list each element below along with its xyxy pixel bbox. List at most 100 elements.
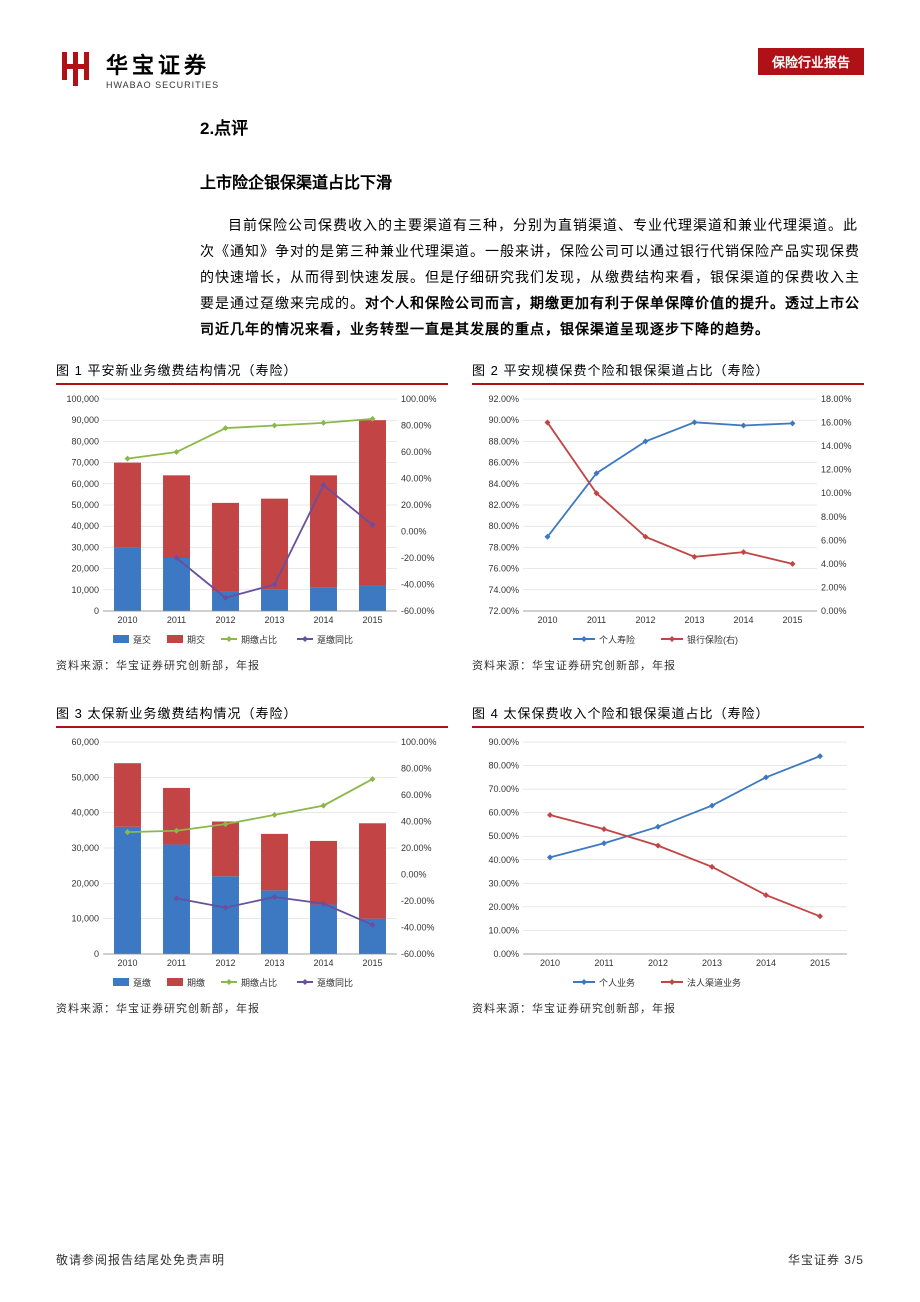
chart3-svg: 010,00020,00030,00040,00050,00060,000-60… (56, 734, 448, 994)
svg-text:4.00%: 4.00% (821, 559, 847, 569)
footer: 敬请参阅报告结尾处免责声明 华宝证券 3/5 (56, 1251, 864, 1268)
svg-text:20.00%: 20.00% (488, 902, 519, 912)
svg-text:-60.00%: -60.00% (401, 606, 435, 616)
svg-text:100.00%: 100.00% (401, 737, 437, 747)
svg-text:20.00%: 20.00% (401, 843, 432, 853)
svg-text:88.00%: 88.00% (488, 437, 519, 447)
svg-text:2015: 2015 (362, 615, 382, 625)
chart1-block: 图 1 平安新业务缴费结构情况（寿险） 010,00020,00030,0004… (56, 360, 448, 673)
chart3-block: 图 3 太保新业务缴费结构情况（寿险） 010,00020,00030,0004… (56, 703, 448, 1016)
chart3-source: 资料来源：华宝证券研究创新部，年报 (56, 1000, 448, 1016)
svg-text:40,000: 40,000 (71, 522, 99, 532)
svg-text:2010: 2010 (117, 615, 137, 625)
svg-text:0: 0 (94, 949, 99, 959)
chart4-source: 资料来源：华宝证券研究创新部，年报 (472, 1000, 864, 1016)
svg-text:60,000: 60,000 (71, 479, 99, 489)
svg-text:60.00%: 60.00% (401, 447, 432, 457)
svg-text:2014: 2014 (313, 958, 333, 968)
svg-text:76.00%: 76.00% (488, 564, 519, 574)
chart1-svg: 010,00020,00030,00040,00050,00060,00070,… (56, 391, 448, 651)
svg-text:80.00%: 80.00% (488, 522, 519, 532)
svg-text:2013: 2013 (264, 958, 284, 968)
svg-text:2013: 2013 (702, 958, 722, 968)
chart4-block: 图 4 太保保费收入个险和银保渠道占比（寿险） 0.00% 10.00% 20.00… (472, 703, 864, 1016)
svg-text:10,000: 10,000 (71, 585, 99, 595)
svg-text:期缴: 期缴 (187, 977, 205, 988)
svg-text:10.00%: 10.00% (821, 489, 852, 499)
logo-text: 华宝证券 HWABAO SECURITIES (106, 48, 219, 90)
logo-en: HWABAO SECURITIES (106, 80, 219, 90)
svg-text:2015: 2015 (782, 615, 802, 625)
pager: 华宝证券 3/5 (788, 1251, 864, 1268)
svg-text:20.00%: 20.00% (401, 500, 432, 510)
svg-text:2011: 2011 (167, 958, 186, 968)
svg-text:90,000: 90,000 (71, 416, 99, 426)
svg-text:期交: 期交 (187, 634, 205, 645)
page: 华宝证券 HWABAO SECURITIES 保险行业报告 2.点评 上市险企银… (0, 0, 920, 1056)
svg-text:-20.00%: -20.00% (401, 553, 435, 563)
svg-text:个人业务: 个人业务 (599, 977, 635, 988)
svg-text:14.00%: 14.00% (821, 442, 852, 452)
svg-text:2010: 2010 (537, 615, 557, 625)
chart4-title: 图 4 太保保费收入个险和银保渠道占比（寿险） (472, 703, 864, 728)
svg-text:100.00%: 100.00% (401, 394, 437, 404)
svg-text:2010: 2010 (117, 958, 137, 968)
svg-text:2014: 2014 (733, 615, 753, 625)
svg-text:2.00%: 2.00% (821, 583, 847, 593)
svg-text:个人寿险: 个人寿险 (599, 634, 635, 645)
svg-text:2013: 2013 (684, 615, 704, 625)
svg-text:2015: 2015 (362, 958, 382, 968)
svg-text:60.00%: 60.00% (488, 808, 519, 818)
svg-text:80,000: 80,000 (71, 437, 99, 447)
chart2-svg: 72.00% 74.00% 76.00% 78.00% 80.00% 82.00% 84.0… (472, 391, 864, 651)
svg-text:50,000: 50,000 (71, 500, 99, 510)
svg-text:74.00%: 74.00% (488, 585, 519, 595)
svg-text:2011: 2011 (594, 958, 613, 968)
svg-text:2012: 2012 (635, 615, 655, 625)
svg-text:2013: 2013 (264, 615, 284, 625)
chart4-svg: 0.00%10.00%20.00%30.00%40.00%50.00%60.00… (472, 734, 864, 994)
report-badge: 保险行业报告 (758, 48, 864, 75)
svg-text:40.00%: 40.00% (488, 855, 519, 865)
svg-text:50,000: 50,000 (71, 773, 99, 783)
chart2-block: 图 2 平安规模保费个险和银保渠道占比（寿险） 72.00%74.00%76.0… (472, 360, 864, 673)
chart3-title: 图 3 太保新业务缴费结构情况（寿险） (56, 703, 448, 728)
svg-text:30,000: 30,000 (71, 543, 99, 553)
svg-text:趸缴: 趸缴 (133, 977, 151, 988)
svg-text:86.00%: 86.00% (488, 458, 519, 468)
svg-text:2011: 2011 (587, 615, 606, 625)
svg-text:法人渠道业务: 法人渠道业务 (687, 977, 741, 988)
svg-text:60.00%: 60.00% (401, 790, 432, 800)
svg-text:0.00%: 0.00% (493, 949, 519, 959)
svg-text:72.00%: 72.00% (488, 606, 519, 616)
svg-text:60,000: 60,000 (71, 737, 99, 747)
logo-cn: 华宝证券 (106, 48, 219, 80)
svg-text:84.00%: 84.00% (488, 479, 519, 489)
svg-text:40,000: 40,000 (71, 808, 99, 818)
body-paragraph: 目前保险公司保费收入的主要渠道有三种，分别为直销渠道、专业代理渠道和兼业代理渠道… (200, 213, 864, 342)
svg-text:2010: 2010 (540, 958, 560, 968)
section-title: 2.点评 (200, 114, 864, 139)
svg-text:2012: 2012 (648, 958, 668, 968)
svg-text:0.00%: 0.00% (401, 870, 427, 880)
chart1-title: 图 1 平安新业务缴费结构情况（寿险） (56, 360, 448, 385)
svg-text:10.00%: 10.00% (488, 926, 519, 936)
svg-text:100,000: 100,000 (66, 394, 99, 404)
svg-text:40.00%: 40.00% (401, 474, 432, 484)
svg-text:8.00%: 8.00% (821, 512, 847, 522)
svg-text:40.00%: 40.00% (401, 817, 432, 827)
svg-text:92.00%: 92.00% (488, 394, 519, 404)
svg-text:16.00%: 16.00% (821, 418, 852, 428)
svg-text:2012: 2012 (215, 615, 235, 625)
svg-text:78.00%: 78.00% (488, 543, 519, 553)
svg-text:-40.00%: -40.00% (401, 580, 435, 590)
svg-text:-20.00%: -20.00% (401, 896, 435, 906)
chart2-source: 资料来源：华宝证券研究创新部，年报 (472, 657, 864, 673)
svg-text:82.00%: 82.00% (488, 500, 519, 510)
svg-text:20,000: 20,000 (71, 564, 99, 574)
sub-title: 上市险企银保渠道占比下滑 (200, 169, 864, 193)
svg-text:50.00%: 50.00% (488, 832, 519, 842)
svg-text:2012: 2012 (215, 958, 235, 968)
charts-grid: 图 1 平安新业务缴费结构情况（寿险） 0 10,000 20,000 30,000 4… (56, 360, 864, 1016)
disclaimer: 敬请参阅报告结尾处免责声明 (56, 1251, 225, 1268)
